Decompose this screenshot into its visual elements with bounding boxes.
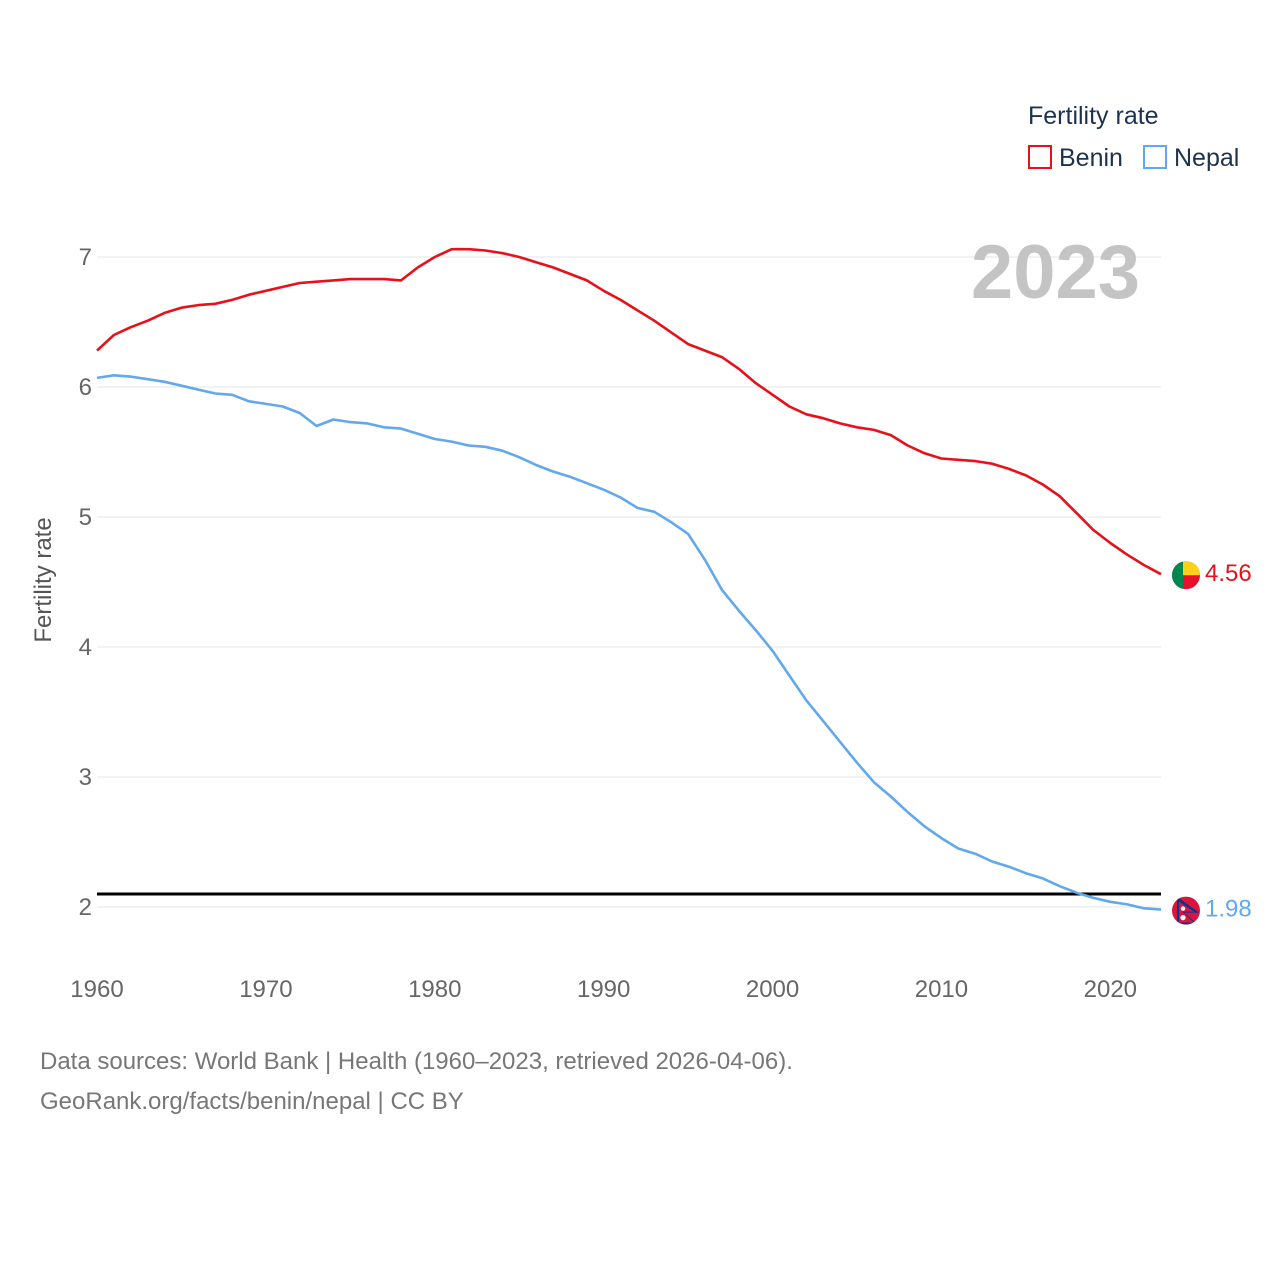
source-note: Data sources: World Bank | Health (1960–…: [40, 1042, 793, 1122]
end-value-nepal: 1.98: [1205, 896, 1252, 923]
x-tick-label: 1960: [70, 976, 123, 1003]
legend: Fertility rate Benin Nepal: [1028, 102, 1239, 172]
grid-lines: [97, 256, 1161, 908]
y-tick-label: 4: [79, 634, 92, 661]
legend-label-nepal: Nepal: [1174, 144, 1239, 172]
y-axis-ticks: 2 3 4 5 6 7: [79, 244, 92, 921]
source-line: Data sources: World Bank | Health (1960–…: [40, 1048, 793, 1075]
y-tick-label: 2: [79, 894, 92, 921]
series-line-nepal[interactable]: [96, 374, 1162, 911]
y-tick-label: 3: [79, 764, 92, 791]
legend-item-benin[interactable]: Benin: [1028, 144, 1123, 172]
legend-title: Fertility rate: [1028, 102, 1159, 130]
legend-swatch-nepal: [1143, 145, 1167, 169]
legend-label-benin: Benin: [1059, 144, 1123, 172]
x-tick-label: 2020: [1084, 976, 1137, 1003]
x-tick-label: 2000: [746, 976, 799, 1003]
legend-item-nepal[interactable]: Nepal: [1143, 144, 1239, 172]
x-tick-label: 2010: [915, 976, 968, 1003]
series-line-benin[interactable]: [96, 247, 1162, 576]
end-value-benin: 4.56: [1205, 560, 1252, 587]
x-tick-label: 1990: [577, 976, 630, 1003]
x-tick-label: 1980: [408, 976, 461, 1003]
legend-swatch-benin: [1028, 145, 1052, 169]
year-label: 2023: [971, 230, 1140, 315]
y-tick-label: 6: [79, 374, 92, 401]
y-tick-label: 5: [79, 504, 92, 531]
nepal-flag-icon: [1172, 896, 1200, 925]
fertility-chart: 2 3 4 5 6 7 1960 1970 1980 1990 2000 2010 2020 Fert…: [30, 102, 1252, 1003]
benin-flag-icon: [1172, 561, 1200, 590]
attribution-link[interactable]: GeoRank.org/facts/benin/nepal | CC BY: [40, 1088, 464, 1115]
x-axis-ticks: 1960 1970 1980 1990 2000 2010 2020: [70, 976, 1137, 1003]
x-tick-label: 1970: [239, 976, 292, 1003]
y-tick-label: 7: [79, 244, 92, 271]
y-axis-title: Fertility rate: [30, 517, 57, 642]
